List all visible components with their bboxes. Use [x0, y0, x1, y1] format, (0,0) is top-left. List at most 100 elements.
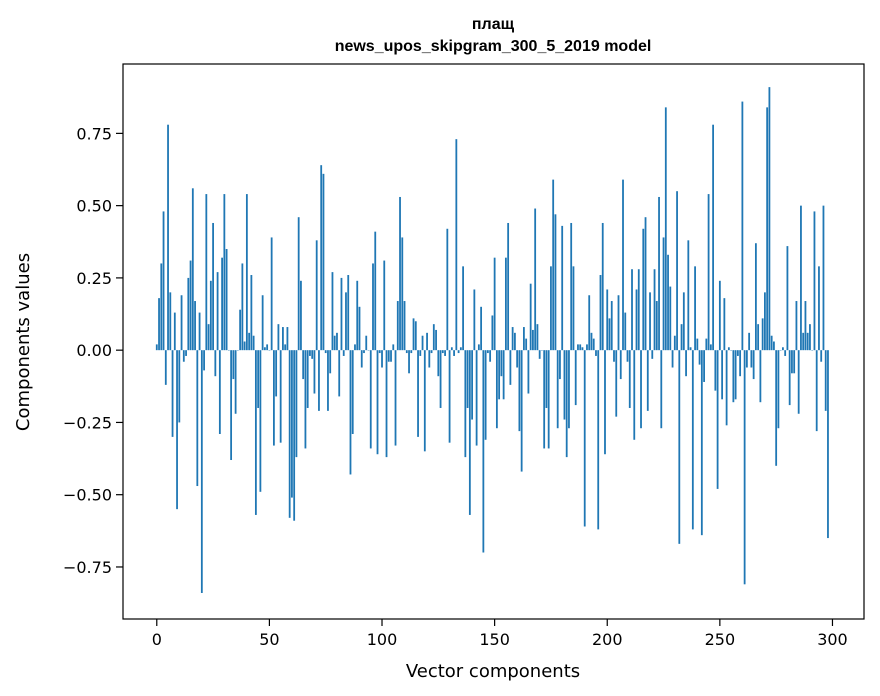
- bar: [282, 327, 284, 351]
- bar: [381, 350, 383, 368]
- bar: [277, 324, 280, 351]
- bar: [439, 350, 442, 408]
- bar: [827, 350, 829, 539]
- bar: [288, 350, 291, 518]
- bar: [572, 266, 575, 351]
- bars-group: [155, 87, 829, 593]
- bar: [243, 341, 246, 351]
- bar: [757, 324, 760, 351]
- bar: [734, 350, 737, 400]
- bar: [739, 350, 742, 377]
- bar: [797, 350, 800, 414]
- bar: [275, 350, 278, 397]
- bar: [444, 350, 446, 356]
- bar: [462, 266, 464, 351]
- bar: [570, 222, 573, 351]
- bar: [446, 228, 449, 351]
- bar: [214, 350, 217, 377]
- bar: [550, 266, 552, 351]
- bar: [315, 240, 318, 351]
- bar: [793, 350, 796, 374]
- bar: [468, 350, 471, 515]
- y-tick-label: 0.25: [76, 269, 112, 288]
- bar: [394, 350, 397, 446]
- bar: [309, 350, 311, 356]
- bar: [561, 225, 564, 351]
- bar: [822, 205, 825, 351]
- bar: [318, 350, 320, 411]
- bar: [788, 350, 791, 406]
- bar: [748, 332, 751, 351]
- bar: [230, 350, 233, 461]
- bar: [363, 350, 365, 354]
- bar: [354, 344, 356, 351]
- bar: [430, 350, 433, 354]
- bar: [209, 280, 212, 351]
- bar: [390, 350, 392, 362]
- bar: [824, 350, 827, 411]
- bar: [768, 87, 771, 351]
- bar: [795, 301, 798, 351]
- bar: [297, 217, 300, 351]
- bar: [234, 350, 237, 414]
- bar: [655, 301, 658, 351]
- bar: [646, 350, 649, 411]
- x-tick-label: 200: [592, 630, 623, 649]
- bar: [777, 350, 780, 429]
- bar: [279, 350, 282, 443]
- bar: [356, 280, 359, 351]
- bar: [218, 350, 221, 434]
- bar: [263, 347, 266, 351]
- bar: [736, 350, 739, 356]
- bar: [401, 237, 404, 351]
- plot-frame: [122, 63, 865, 620]
- bar: [311, 350, 314, 359]
- bar: [351, 350, 354, 434]
- bar: [342, 350, 345, 356]
- bar: [158, 298, 160, 351]
- bar: [414, 321, 417, 351]
- bar: [563, 350, 566, 420]
- bar: [484, 350, 487, 440]
- bar: [493, 257, 496, 351]
- bar: [511, 327, 514, 351]
- bar: [457, 350, 460, 354]
- bar: [764, 292, 766, 351]
- bar: [347, 275, 350, 351]
- bar: [556, 350, 559, 429]
- bar: [523, 327, 525, 351]
- bar: [205, 194, 208, 351]
- bar: [419, 350, 422, 356]
- x-axis-ticks: 0 50 100 150 200 250 300: [152, 619, 848, 649]
- bar: [631, 269, 633, 351]
- bar: [802, 332, 805, 351]
- bar: [516, 350, 519, 368]
- bar: [306, 350, 309, 408]
- bar: [545, 350, 548, 408]
- y-tick-label: −0.75: [63, 558, 112, 577]
- bar: [489, 350, 492, 362]
- bar: [653, 269, 656, 351]
- bar: [579, 344, 582, 351]
- bar: [385, 350, 388, 458]
- bar: [270, 237, 273, 351]
- bar: [176, 350, 178, 510]
- bar: [700, 350, 703, 536]
- y-tick-label: −0.25: [63, 413, 112, 432]
- bar: [568, 350, 570, 429]
- bar: [396, 301, 399, 351]
- bar: [784, 350, 787, 356]
- bar: [450, 347, 453, 351]
- bar: [786, 246, 789, 351]
- bar: [527, 350, 530, 394]
- bar: [320, 165, 323, 351]
- bar: [207, 324, 210, 351]
- bar: [606, 289, 609, 351]
- bar: [543, 350, 546, 449]
- bar: [613, 350, 615, 362]
- bar: [698, 350, 701, 365]
- bar: [504, 257, 507, 351]
- bar: [173, 312, 176, 351]
- bar: [448, 350, 451, 443]
- bar: [304, 350, 307, 449]
